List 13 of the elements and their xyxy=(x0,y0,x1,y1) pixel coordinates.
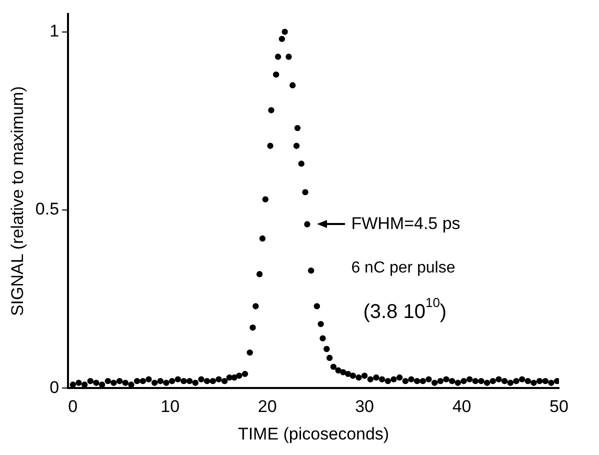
x-tick-label: 0 xyxy=(68,397,78,416)
x-tick-label: 50 xyxy=(550,397,568,416)
y-tick-label: 0.5 xyxy=(35,200,60,219)
x-axis-title: TIME (picoseconds) xyxy=(238,424,390,444)
x-tick-label: 20 xyxy=(258,397,277,416)
y-tick-label: 0 xyxy=(50,378,60,397)
x-tick-label: 10 xyxy=(160,397,180,416)
y-tick-label: 1 xyxy=(50,22,60,41)
annotation: FWHM=4.5 ps xyxy=(351,214,460,233)
annotation: 6 nC per pulse xyxy=(351,260,456,277)
x-tick-label: 40 xyxy=(452,397,472,416)
y-axis-title: SIGNAL (relative to maximum) xyxy=(8,86,27,316)
x-tick-label: 30 xyxy=(355,397,374,416)
